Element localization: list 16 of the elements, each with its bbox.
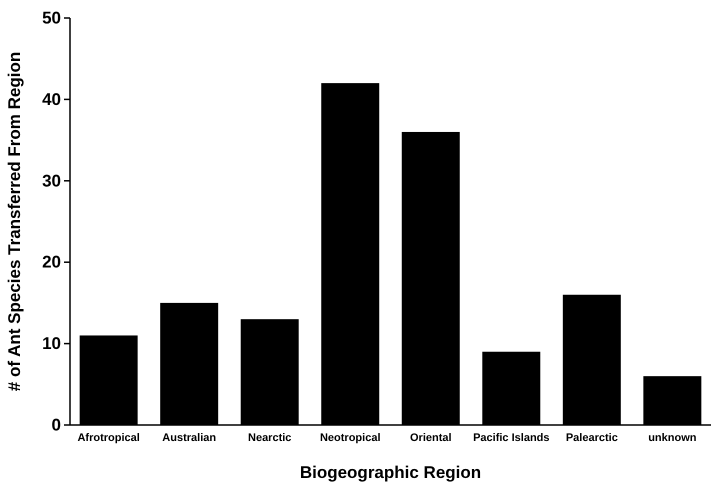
y-tick-label: 10 bbox=[42, 334, 61, 354]
y-tick-label: 20 bbox=[42, 252, 61, 272]
y-tick-label: 30 bbox=[42, 171, 61, 190]
y-tick-label: 50 bbox=[42, 8, 61, 28]
y-tick-label: 0 bbox=[52, 415, 61, 434]
y-axis-title: # of Ant Species Transferred From Region bbox=[5, 52, 24, 392]
x-tick-label: Palearctic bbox=[566, 432, 618, 444]
x-tick-label: unknown bbox=[648, 432, 697, 444]
x-tick-label: Neotropical bbox=[320, 432, 380, 444]
x-tick-label: Oriental bbox=[410, 432, 452, 444]
x-tick-label: Australian bbox=[162, 432, 216, 444]
x-tick-label: Pacific Islands bbox=[473, 432, 550, 444]
y-tick-label: 40 bbox=[42, 90, 61, 109]
x-tick-label: Afrotropical bbox=[77, 432, 140, 444]
x-axis-title: Biogeographic Region bbox=[300, 463, 482, 482]
x-tick-label: Nearctic bbox=[248, 432, 292, 444]
